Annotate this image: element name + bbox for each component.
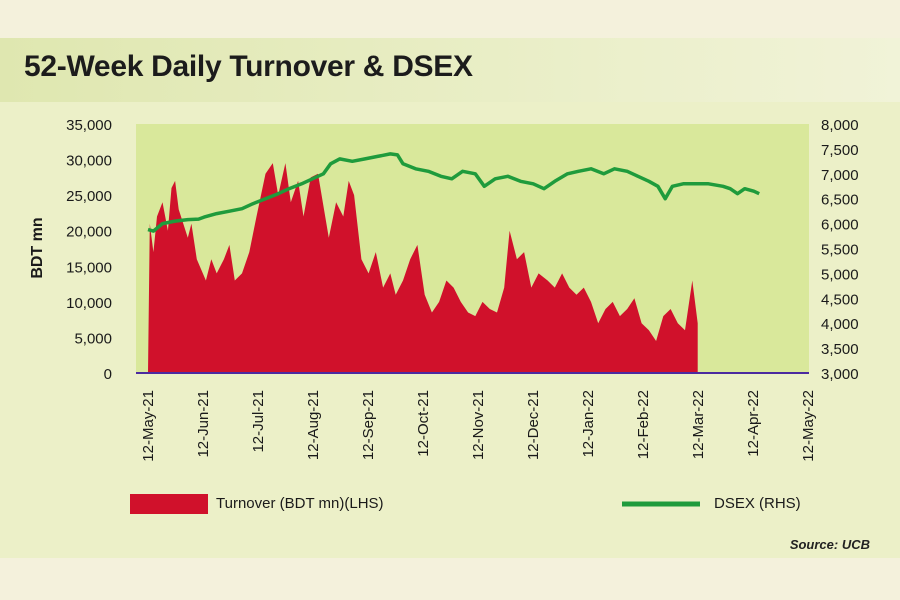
chart-title: 52-Week Daily Turnover & DSEX	[24, 50, 473, 83]
right-y-tick-label: 7,000	[821, 167, 859, 184]
y-axis-label: BDT mn	[29, 217, 46, 278]
x-tick-label: 12-Dec-21	[525, 390, 542, 460]
dsex-line-layer	[147, 152, 760, 233]
right-y-tick-label: 6,000	[821, 217, 859, 234]
left-y-tick-label: 25,000	[66, 188, 112, 205]
x-tick-label: 12-Jul-21	[250, 390, 267, 453]
x-tick-label: 12-Jan-22	[580, 390, 597, 458]
turnover-area	[148, 163, 698, 373]
right-y-axis: 3,000 3,500 4,000 4,500 5,000 5,500 6,000 6,500…	[821, 117, 859, 383]
left-y-axis: 0 5,000 10,000 15,000 20,000 25,000 30,000 35,0…	[66, 117, 112, 383]
x-axis: 12-May-21 12-Jun-21 12-Jul-21 12-Aug-21 12-S…	[140, 390, 817, 462]
x-tick-label: 12-May-22	[800, 390, 817, 462]
right-y-tick-label: 5,000	[821, 266, 859, 283]
right-y-tick-label: 5,500	[821, 242, 859, 259]
left-y-tick-label: 15,000	[66, 259, 112, 276]
right-y-tick-label: 8,000	[821, 117, 859, 134]
right-y-tick-label: 7,500	[821, 142, 859, 159]
right-y-tick-label: 3,500	[821, 341, 859, 358]
x-tick-label: 12-Nov-21	[470, 390, 487, 460]
left-y-tick-label: 5,000	[74, 330, 112, 347]
left-y-tick-label: 35,000	[66, 117, 112, 134]
title-bar	[0, 38, 900, 102]
left-y-tick-label: 10,000	[66, 295, 112, 312]
right-y-tick-label: 6,500	[821, 192, 859, 209]
x-tick-label: 12-Sep-21	[360, 390, 377, 460]
left-y-tick-label: 30,000	[66, 153, 112, 170]
left-y-tick-label: 20,000	[66, 224, 112, 241]
x-tick-label: 12-Feb-22	[635, 390, 652, 459]
x-tick-label: 12-Jun-21	[195, 390, 212, 458]
x-tick-label: 12-May-21	[140, 390, 157, 462]
legend-turnover-label: Turnover (BDT mn)(LHS)	[216, 495, 384, 512]
legend-dsex-label: DSEX (RHS)	[714, 495, 801, 512]
right-y-tick-label: 3,000	[821, 366, 859, 383]
left-y-tick-label: 0	[104, 366, 112, 383]
right-y-tick-label: 4,500	[821, 291, 859, 308]
source-note: Source: UCB	[789, 537, 870, 552]
x-tick-label: 12-Aug-21	[305, 390, 322, 460]
x-tick-label: 12-Apr-22	[745, 390, 762, 457]
right-y-tick-label: 4,000	[821, 316, 859, 333]
legend-turnover-swatch	[130, 494, 208, 514]
x-tick-label: 12-Oct-21	[415, 390, 432, 457]
turnover-area-layer	[148, 163, 698, 373]
dsex-line	[147, 152, 760, 233]
x-tick-label: 12-Mar-22	[690, 390, 707, 459]
